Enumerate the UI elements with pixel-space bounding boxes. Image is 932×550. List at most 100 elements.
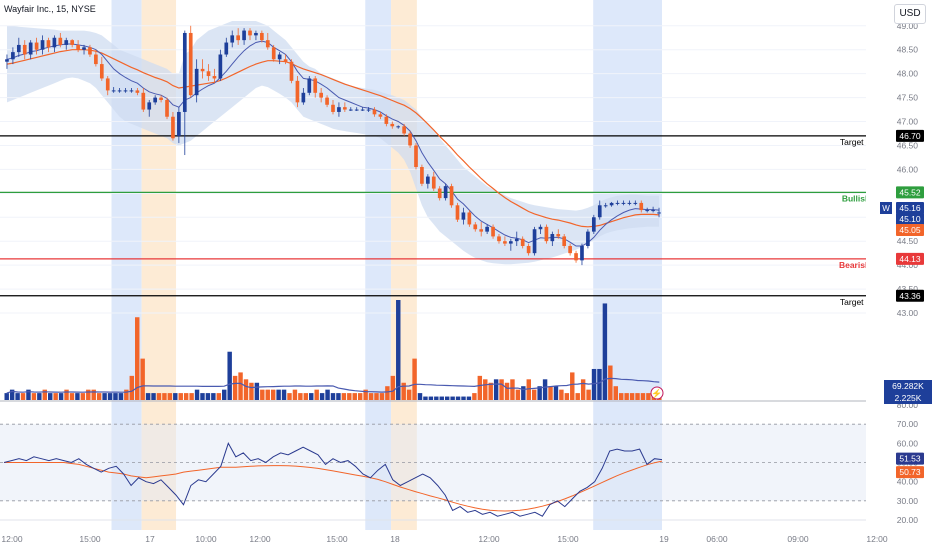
volume-bar-90 [493,379,499,400]
volume-bar-104 [570,372,575,400]
candle-107 [639,200,644,213]
volume-bar-40 [222,389,227,400]
level-tag-0: 46.70 [896,129,924,142]
volume-bar-56 [309,393,314,400]
candle-body [390,123,395,127]
candle-body [562,236,567,246]
candle-body [224,42,229,55]
volume-bar-22 [124,389,129,400]
candle-body [325,97,329,105]
candle-body [348,109,353,111]
candle-0 [5,54,9,69]
candle-70 [420,164,424,187]
candle-83 [497,234,501,244]
rsi-last-tag-text: 51.53 [899,454,921,464]
volume-bar-68 [374,393,379,400]
candle-24 [147,99,152,117]
volume-bar-46 [254,382,260,400]
currency-button[interactable]: USD [894,4,926,24]
volume-bar-79 [434,396,439,400]
candle-108 [645,207,650,213]
candle-60 [360,107,365,111]
volume-ma-tag: 69.282K [884,380,932,392]
candle-body [497,236,501,242]
volume-bar-23 [129,375,135,400]
volume-bar-16 [91,389,96,400]
alert-icon-glyph: ⚡ [651,388,662,400]
time-tick-label-4: 12:00 [249,534,271,544]
volume-bar-105 [575,393,580,400]
time-tick-label-11: 09:00 [787,534,809,544]
volume-bar-58 [319,393,325,400]
volume-bar-27 [151,393,156,400]
candle-76 [455,202,460,223]
candle-63 [378,111,383,120]
price-tick-label-5: 46.50 [897,140,919,150]
price-band [7,21,659,265]
candle-body [147,102,152,110]
rsi-tick-label-1: 70.00 [897,419,919,429]
candle-body [188,32,193,96]
candle-body [177,111,181,136]
candle-body [46,40,51,48]
candle-14 [88,44,92,57]
candle-body [165,99,169,117]
candle-17 [105,76,110,96]
candle-body [28,42,33,55]
candle-85 [509,238,513,251]
candle-34 [206,64,211,81]
ema-fast-line [6,40,660,247]
candle-body [271,47,276,60]
candle-body [88,47,92,55]
time-tick-label-5: 15:00 [326,534,348,544]
candle-81 [485,224,489,235]
candle-body [597,205,602,218]
moving-averages [6,40,660,247]
candle-100 [597,200,602,220]
volume-bar-93 [510,379,515,400]
candle-body [473,224,478,230]
rsi-tick-label-0: 80.00 [897,400,919,410]
candle-body [591,217,596,232]
w-badge-text: W [882,204,890,213]
volume-bar-94 [515,389,521,400]
candle-body [159,97,163,100]
volume-bar-57 [314,389,319,400]
volume-bars: ⚡ [4,300,664,400]
candle-body [615,202,620,204]
candle-body [408,133,412,146]
volume-ma-tag-bg [884,380,932,392]
candle-body [538,226,543,230]
grid [0,25,932,402]
candle-body [467,212,472,225]
candle-body [153,97,157,103]
candle-body [509,241,513,244]
candle-2 [16,37,21,57]
price-axis[interactable]: 49.0048.5048.0047.5047.0046.5046.0045.50… [866,0,932,530]
candle-body [520,238,525,246]
volume-bar-77 [423,396,428,400]
time-tick-label-9: 19 [659,534,669,544]
candle-71 [426,174,430,189]
volume-bar-41 [227,351,232,400]
volume-bar-75 [412,358,417,400]
price-tick-label-6: 46.00 [897,164,919,174]
volume-bar-103 [564,393,570,400]
candle-77 [461,207,466,225]
time-axis[interactable]: 12:00 15:00 17 10:00 12:00 15:00 18 12:00 15:00 1… [1,534,888,544]
candle-body [307,78,312,93]
candle-50 [301,88,306,105]
rsi-tick-label-6: 20.00 [897,515,919,525]
volume-bar-43 [238,372,243,400]
candle-6 [40,35,45,55]
candle-47 [283,54,288,65]
volume-ma-line [6,377,660,394]
volume-bar-44 [243,379,249,400]
candle-body [265,40,270,48]
candle-body [319,92,323,98]
candle-body [254,32,258,36]
volume-bar-60 [330,393,336,400]
candle-11 [70,39,75,48]
